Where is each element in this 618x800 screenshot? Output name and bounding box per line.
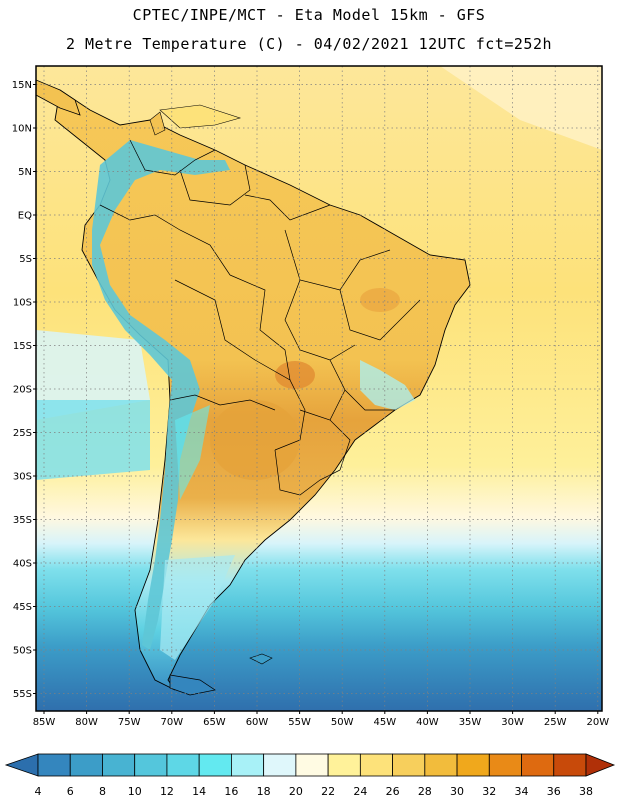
colorbar-swatch — [553, 753, 587, 777]
falkland-islands — [249, 653, 273, 665]
cool-pacific-patch — [36, 330, 150, 420]
lon-tick-label: 55W — [288, 717, 311, 728]
hot-spot-northeast — [360, 288, 400, 312]
colorbar-swatch — [521, 753, 555, 777]
colorbar-swatch — [69, 753, 103, 777]
caribbean-coast — [159, 104, 242, 129]
lon-tick-label: 50W — [331, 717, 354, 728]
hot-spot-chaco — [210, 400, 300, 480]
colorbar-swatch — [134, 753, 168, 777]
lon-tick-label: 40W — [416, 717, 439, 728]
colorbar — [4, 753, 616, 777]
highlands-cool-patch — [360, 360, 415, 410]
colorbar-label: 6 — [67, 785, 74, 798]
colorbar-arrow-high — [585, 753, 616, 777]
lat-tick-label: EQ — [18, 211, 32, 222]
lat-tick-label: 50S — [13, 646, 32, 657]
colorbar-label: 12 — [160, 785, 174, 798]
colorbar-label: 4 — [35, 785, 42, 798]
colorbar-label: 22 — [321, 785, 335, 798]
lon-tick-label: 75W — [118, 717, 141, 728]
lat-tick-label: 15S — [13, 341, 32, 352]
colorbar-label: 24 — [353, 785, 367, 798]
colorbar-label: 28 — [418, 785, 432, 798]
colorbar-label: 34 — [515, 785, 529, 798]
colorbar-swatch — [166, 753, 200, 777]
longitude-tick-labels: 85W 80W 75W 70W 65W 60W 55W 50W 45W 40W 35W 30W 25W 2… — [33, 711, 609, 728]
pale-atlantic-patch — [440, 66, 602, 150]
colorbar-label: 10 — [128, 785, 142, 798]
maracaibo-region — [149, 111, 166, 136]
lon-tick-label: 80W — [75, 717, 98, 728]
colorbar-label: 30 — [450, 785, 464, 798]
lon-tick-label: 45W — [373, 717, 396, 728]
lat-tick-label: 5N — [18, 167, 32, 178]
colorbar-label: 36 — [547, 785, 561, 798]
tierra-del-fuego — [169, 674, 216, 696]
lat-tick-label: 20S — [13, 385, 32, 396]
lon-tick-label: 60W — [246, 717, 269, 728]
lon-tick-label: 20W — [586, 717, 609, 728]
lat-tick-label: 35S — [13, 515, 32, 526]
hot-spot-central — [275, 361, 315, 389]
central-america-landmass — [36, 79, 81, 116]
cold-pacific-patch — [36, 400, 150, 480]
latitude-tick-labels: 15N 10N 5N EQ 5S 10S 15S 20S 25S 30S 35S 40S 45S 50S 5… — [12, 80, 36, 700]
lat-tick-label: 30S — [13, 472, 32, 483]
colorbar-label: 8 — [99, 785, 106, 798]
lat-tick-label: 55S — [13, 689, 32, 700]
lat-tick-label: 45S — [13, 602, 32, 613]
colorbar-labels: 4 6 8 10 12 14 16 18 20 22 24 26 28 30 32 34 36 38 — [35, 785, 594, 798]
map-title-line2: 2 Metre Temperature (C) - 04/02/2021 12U… — [65, 35, 553, 53]
lat-tick-label: 5S — [19, 254, 32, 265]
colorbar-swatch — [424, 753, 458, 777]
lon-tick-label: 30W — [501, 717, 524, 728]
colorbar-label: 14 — [192, 785, 206, 798]
lat-tick-label: 40S — [13, 559, 32, 570]
colorbar-label: 26 — [386, 785, 400, 798]
map-title-line1: CPTEC/INPE/MCT - Eta Model 15km - GFS — [132, 6, 486, 24]
lon-tick-label: 65W — [203, 717, 226, 728]
colorbar-swatch — [198, 753, 232, 777]
colorbar-swatch — [231, 753, 265, 777]
lon-tick-label: 70W — [160, 717, 183, 728]
colorbar-swatch — [488, 753, 522, 777]
colorbar-swatch — [359, 753, 393, 777]
temperature-field — [36, 66, 602, 711]
colorbar-label: 16 — [224, 785, 238, 798]
colorbar-swatch — [456, 753, 490, 777]
lon-tick-label: 85W — [33, 717, 56, 728]
colorbar-swatch — [295, 753, 329, 777]
colorbar-swatch — [102, 753, 136, 777]
lon-tick-label: 35W — [459, 717, 482, 728]
colorbar-label: 32 — [482, 785, 496, 798]
colorbar-label: 18 — [257, 785, 271, 798]
andes-cold-patch — [175, 405, 210, 500]
colorbar-label: 38 — [579, 785, 593, 798]
lon-tick-label: 25W — [544, 717, 567, 728]
andes-cold-band — [92, 140, 230, 650]
colorbar-label: 20 — [289, 785, 303, 798]
patagonia-cool-patch — [160, 555, 235, 660]
colorbar-swatch — [263, 753, 297, 777]
country-borders — [99, 139, 421, 496]
colorbar-swatch — [327, 753, 361, 777]
lat-tick-label: 25S — [13, 428, 32, 439]
lat-tick-label: 10N — [12, 124, 32, 135]
colorbar-arrow-low — [4, 753, 39, 777]
colorbar-swatch — [37, 753, 71, 777]
lat-tick-label: 15N — [12, 80, 32, 91]
lat-tick-label: 10S — [13, 298, 32, 309]
colorbar-swatch — [392, 753, 426, 777]
